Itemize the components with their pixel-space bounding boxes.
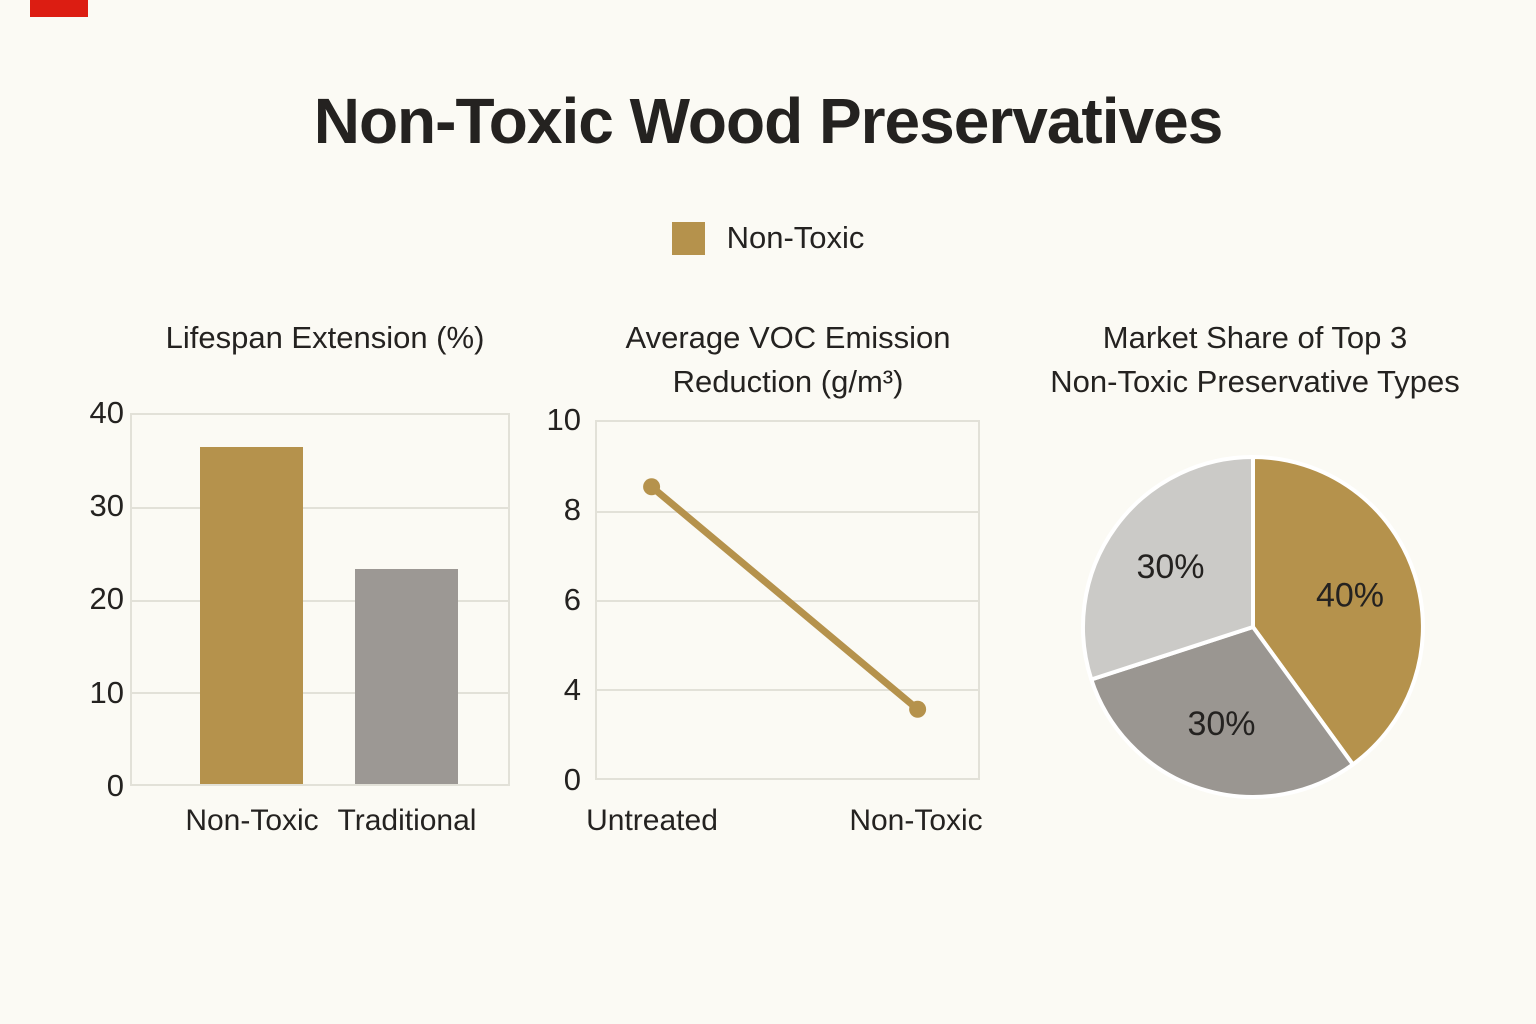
pie-chart-title-line: Non-Toxic Preservative Types	[1050, 364, 1460, 399]
legend: Non-Toxic	[0, 220, 1536, 256]
bar-y-tick: 30	[89, 488, 124, 523]
line-y-tick: 6	[563, 582, 581, 617]
pie-slice-label: 30%	[1187, 705, 1255, 743]
gridline	[132, 507, 508, 510]
line-x-label: Non-Toxic	[849, 804, 983, 837]
data-point-non-toxic	[909, 700, 927, 718]
pie-slice	[1251, 455, 1425, 767]
bar-y-tick: 40	[89, 395, 124, 430]
line-chart-title-line: Average VOC Emission	[625, 320, 951, 355]
voc-line-layer	[643, 478, 927, 718]
line-y-tick: 10	[546, 402, 581, 437]
pie-slice	[1089, 625, 1355, 799]
gridline	[132, 599, 508, 602]
line-y-tick: 4	[563, 672, 581, 707]
bar-plot-area	[130, 413, 510, 786]
voc-reduction-line	[648, 483, 922, 713]
red-annotation-marker	[30, 0, 88, 17]
line-chart-title-line: Reduction (g/m³)	[672, 364, 904, 399]
legend-color-swatch-icon	[671, 221, 705, 255]
bar-x-label: Non-Toxic	[185, 804, 319, 837]
bar-chart-title: Lifespan Extension (%)	[90, 316, 560, 360]
bar-y-tick: 10	[89, 675, 124, 710]
bar-traditional	[355, 569, 458, 784]
pie-chart-title: Market Share of Top 3 Non-Toxic Preserva…	[1020, 316, 1490, 404]
line-chart-title: Average VOC Emission Reduction (g/m³)	[560, 316, 1016, 404]
pie-slice-label: 40%	[1316, 577, 1384, 615]
bar-x-label: Traditional	[337, 804, 477, 837]
pie-chart-title-line: Market Share of Top 3	[1102, 320, 1408, 355]
gridline	[597, 689, 978, 691]
bar-y-tick: 0	[106, 768, 124, 803]
bar-y-tick: 20	[89, 581, 124, 616]
pie-slice	[1080, 455, 1255, 682]
line-y-tick: 8	[563, 492, 581, 527]
line-y-tick: 0	[563, 762, 581, 797]
bar-non-toxic	[200, 447, 303, 784]
legend-label: Non-Toxic	[726, 220, 865, 255]
data-point-untreated	[643, 478, 661, 496]
line-x-label: Untreated	[586, 804, 718, 837]
pie-slice-label: 30%	[1136, 548, 1204, 586]
bar-chart-title-line: Lifespan Extension (%)	[165, 320, 485, 355]
page-title: Non-Toxic Wood Preservatives	[313, 85, 1224, 157]
gridline	[597, 511, 978, 513]
pie-chart: 40% 30% 30%	[1080, 455, 1425, 799]
gridline	[132, 691, 508, 694]
